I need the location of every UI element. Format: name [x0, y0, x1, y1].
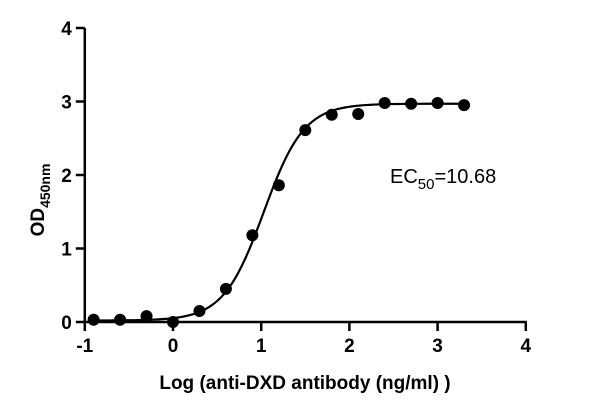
x-tick-label: 1	[256, 336, 267, 357]
data-point	[378, 96, 391, 109]
svg-text:OD450nm: OD450nm	[28, 164, 53, 237]
ec50-subscript: 50	[418, 176, 435, 193]
y-tick-label: 4	[61, 19, 72, 40]
y-tick-label: 2	[61, 166, 72, 187]
data-points	[87, 96, 471, 328]
ec50-value: =10.68	[434, 166, 496, 188]
data-point	[219, 282, 232, 295]
data-point	[325, 108, 338, 121]
data-point	[352, 107, 365, 120]
y-axis-title-subscript: 450nm	[37, 164, 53, 208]
x-tick-label: 0	[168, 336, 179, 357]
fit-curve	[93, 102, 465, 322]
x-tick-label: 3	[432, 336, 443, 357]
data-point	[87, 313, 100, 326]
x-tick-label: 2	[344, 336, 355, 357]
data-point	[140, 310, 153, 323]
ec50-annotation: EC50=10.68	[390, 166, 496, 193]
data-point	[272, 179, 285, 192]
data-point	[193, 304, 206, 317]
ec50-prefix: EC	[390, 166, 418, 188]
x-tick-label: 4	[521, 336, 532, 357]
data-point	[458, 99, 471, 112]
data-point	[431, 96, 444, 109]
x-axis-ticks: -1 0 1 2 3 4	[76, 322, 532, 357]
data-point	[246, 229, 259, 242]
x-tick-label: -1	[76, 336, 93, 357]
data-point	[299, 124, 312, 137]
data-point	[405, 97, 418, 110]
y-axis-ticks: 0 1 2 3 4	[61, 19, 85, 334]
x-axis-title: Log (anti-DXD antibody (ng/ml) )	[159, 373, 450, 394]
y-tick-label: 3	[61, 93, 72, 114]
y-axis-title-main: OD	[28, 208, 49, 237]
y-tick-label: 0	[61, 313, 72, 334]
data-point	[114, 313, 127, 326]
y-axis-title: OD450nm	[28, 164, 53, 237]
y-tick-label: 1	[61, 240, 72, 261]
data-point	[167, 316, 179, 328]
